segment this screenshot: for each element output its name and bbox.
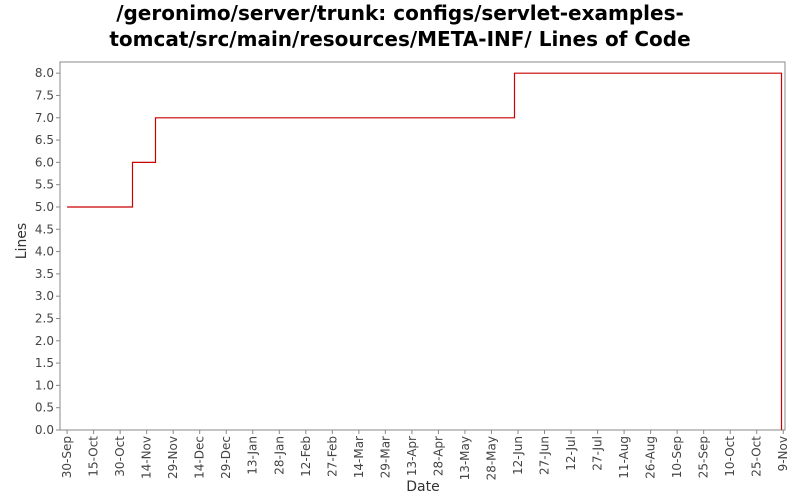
- x-axis: 30-Sep 15-Oct 30-Oct 14-Nov 29-Nov 14-Dec 29-D…: [60, 430, 790, 480]
- x-tick-label: 25-Sep: [697, 436, 711, 478]
- x-tick-label: 12-Jul: [564, 436, 578, 471]
- x-tick-label: 13-Apr: [405, 436, 419, 476]
- x-tick-label: 14-Nov: [140, 436, 154, 479]
- y-axis: 0.0 0.5 1.0 1.5 2.0 2.5 3.0 3.5 4.0 4.5 5.0 5.5 6.0 6…: [35, 66, 60, 437]
- x-tick-label: 25-Oct: [750, 436, 764, 477]
- y-tick-label: 7.5: [35, 88, 54, 102]
- x-tick-label: 27-Jul: [591, 436, 605, 471]
- chart-title-line-1: /geronimo/server/trunk: configs/servlet-…: [116, 1, 684, 25]
- x-tick-label: 30-Oct: [113, 436, 127, 477]
- x-tick-label: 10-Sep: [670, 436, 684, 478]
- x-tick-label: 12-Jun: [511, 436, 525, 475]
- y-tick-label: 7.0: [35, 111, 54, 125]
- x-axis-label: Date: [406, 479, 439, 495]
- y-tick-label: 4.5: [35, 222, 54, 236]
- x-tick-label: 28-May: [484, 436, 498, 480]
- x-tick-label: 13-May: [458, 436, 472, 480]
- x-tick-label: 27-Jun: [538, 436, 552, 475]
- series-line: [67, 72, 783, 430]
- y-tick-label: 4.0: [35, 245, 54, 259]
- x-tick-label: 29-Nov: [166, 436, 180, 479]
- y-tick-label: 1.5: [35, 356, 54, 370]
- y-tick-label: 6.0: [35, 155, 54, 169]
- chart-title-line-2: tomcat/src/main/resources/META-INF/ Line…: [109, 27, 690, 51]
- chart-title: /geronimo/server/trunk: configs/servlet-…: [109, 1, 690, 51]
- y-tick-label: 2.5: [35, 311, 54, 325]
- y-tick-label: 3.5: [35, 267, 54, 281]
- y-tick-label: 5.5: [35, 178, 54, 192]
- x-tick-label: 11-Aug: [617, 436, 631, 479]
- series-group: [67, 72, 783, 430]
- x-tick-label: 10-Oct: [723, 436, 737, 477]
- y-tick-label: 0.0: [35, 423, 54, 437]
- y-tick-label: 0.5: [35, 401, 54, 415]
- x-tick-label: 14-Dec: [193, 436, 207, 479]
- x-tick-label: 9-Nov: [776, 436, 790, 471]
- y-tick-label: 1.0: [35, 378, 54, 392]
- plot-area: [59, 61, 786, 431]
- x-tick-label: 12-Feb: [299, 436, 313, 477]
- y-tick-label: 8.0: [35, 66, 54, 80]
- x-tick-label: 27-Feb: [325, 436, 339, 477]
- y-axis-label: Lines: [14, 223, 30, 259]
- y-tick-label: 6.5: [35, 133, 54, 147]
- x-tick-label: 29-Mar: [378, 436, 392, 478]
- y-tick-label: 5.0: [35, 200, 54, 214]
- y-tick-label: 3.0: [35, 289, 54, 303]
- x-tick-label: 26-Aug: [644, 436, 658, 479]
- x-tick-label: 13-Jan: [246, 436, 260, 475]
- x-tick-label: 15-Oct: [87, 436, 101, 477]
- x-tick-label: 30-Sep: [60, 436, 74, 478]
- x-tick-label: 28-Apr: [431, 436, 445, 476]
- x-tick-label: 14-Mar: [352, 436, 366, 478]
- x-tick-label: 28-Jan: [272, 436, 286, 475]
- y-tick-label: 2.0: [35, 334, 54, 348]
- x-tick-label: 29-Dec: [219, 436, 233, 479]
